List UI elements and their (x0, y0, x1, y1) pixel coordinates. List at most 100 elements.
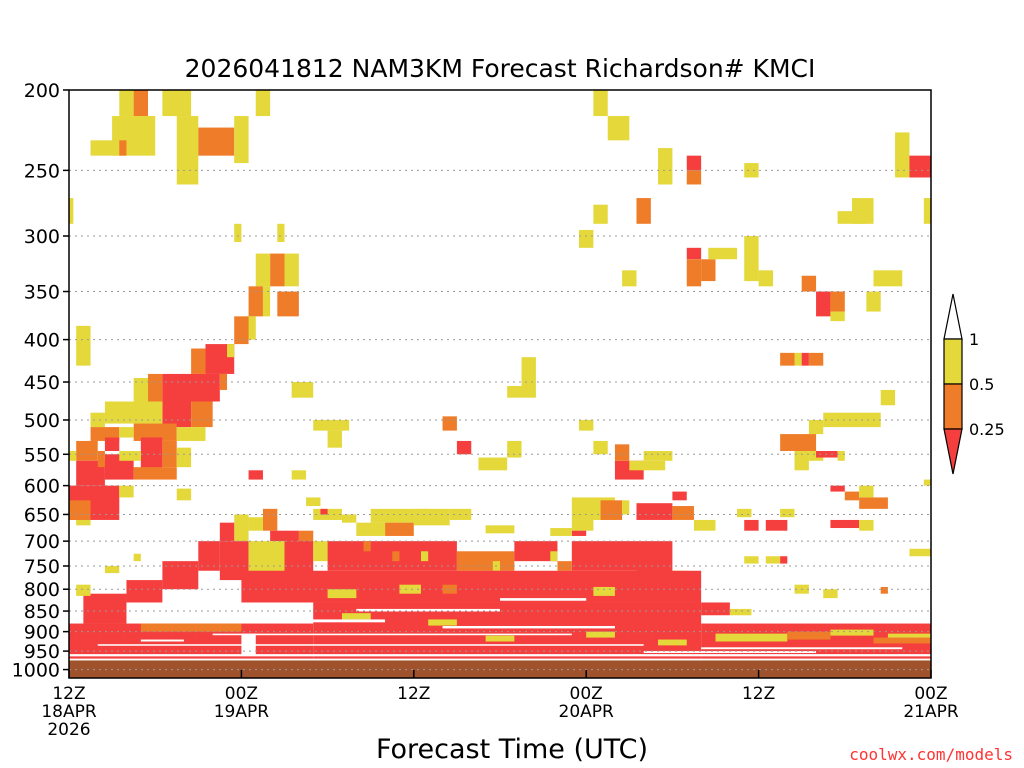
heat-cell (880, 586, 888, 594)
heat-cell (176, 116, 199, 185)
heat-cell (729, 608, 752, 616)
heat-cell (758, 270, 773, 287)
heat-cell (133, 423, 177, 441)
heat-cell (162, 440, 177, 468)
heat-cell (701, 259, 716, 282)
y-tick-label: 350 (24, 282, 60, 304)
heat-cell (851, 198, 874, 224)
heatmap-cells (69, 90, 931, 659)
heat-cell (909, 155, 931, 178)
heat-cell (119, 450, 141, 461)
white-streak (97, 644, 644, 646)
heat-cell (76, 584, 91, 596)
x-tick-label: 00Z (914, 684, 947, 704)
heat-cell (830, 485, 845, 492)
heat-cell (880, 389, 896, 406)
y-tick-label: 1000 (12, 660, 60, 682)
heat-cell (219, 522, 235, 542)
heat-cell (104, 401, 163, 424)
heat-cell (658, 148, 673, 185)
y-tick-label: 200 (24, 80, 60, 102)
heat-cell (119, 485, 134, 498)
heat-cell (112, 116, 156, 156)
heat-cell (191, 348, 206, 374)
heat-cell (744, 236, 759, 282)
heat-cell (816, 291, 831, 317)
heat-cell (521, 357, 536, 387)
y-tick-label: 650 (24, 504, 60, 526)
heat-cell (744, 519, 759, 531)
heat-cell (255, 90, 271, 117)
plot-frame (68, 89, 932, 679)
y-tick-label: 450 (24, 372, 60, 394)
heat-cell (765, 519, 788, 531)
heat-cell (313, 541, 328, 562)
x-tick-label: 00Z (570, 684, 603, 704)
heat-cell (69, 500, 91, 520)
heat-cell (622, 500, 630, 515)
heat-cell (844, 491, 860, 501)
heat-cell (176, 427, 206, 441)
heat-cell (133, 553, 141, 562)
heat-cell (104, 565, 120, 574)
heat-cell (780, 556, 788, 564)
heat-cell (686, 155, 702, 171)
heat-cell (636, 503, 673, 520)
heat-cell (442, 584, 457, 594)
colorbar-label: 0.25 (969, 420, 1005, 439)
heat-cell (176, 488, 192, 501)
heat-cell (636, 198, 651, 224)
heat-cell (234, 223, 242, 242)
heat-cell (392, 551, 400, 562)
heat-cell (801, 352, 809, 366)
heat-cell (140, 437, 163, 474)
heat-cell (485, 525, 515, 534)
heat-cell (313, 419, 350, 431)
y-tick-label: 950 (24, 641, 60, 663)
heat-cell (701, 602, 730, 616)
heat-cell (808, 352, 824, 366)
y-tick-label: 600 (24, 476, 60, 498)
heat-cell (69, 450, 77, 461)
heat-cell (571, 519, 594, 531)
chart-title: 2026041812 NAM3KM Forecast Richardson# K… (185, 54, 816, 83)
heat-cell (579, 419, 594, 431)
y-tick-label: 850 (24, 601, 60, 623)
heat-cell (119, 90, 134, 117)
watermark: coolwx.com/models (849, 745, 1013, 764)
heat-cell (442, 416, 457, 431)
heat-cell (198, 127, 235, 156)
x-tick-label: 12Z (742, 684, 775, 704)
heat-cell (744, 163, 759, 178)
heat-cell (830, 629, 874, 636)
white-streak (500, 598, 587, 601)
heat-cell (579, 229, 594, 248)
white-streak (140, 639, 184, 642)
heat-cell (76, 440, 98, 461)
heat-cell (140, 623, 242, 632)
heat-cell (119, 427, 134, 438)
heat-cell (859, 519, 874, 531)
heat-cell (313, 602, 702, 659)
heat-cell (363, 541, 371, 552)
heat-cell (708, 247, 738, 260)
heat-cell (780, 508, 795, 518)
heat-cell (593, 90, 608, 117)
heat-cell (291, 470, 307, 480)
heat-cell (420, 551, 429, 562)
heat-cell (97, 450, 105, 468)
white-streak (442, 625, 615, 629)
x-tick-label: 2026 (47, 720, 90, 740)
white-streak (69, 654, 931, 657)
heat-cell (399, 584, 421, 594)
heat-cell (586, 631, 615, 638)
heat-cell (693, 519, 716, 531)
heat-cell (715, 633, 788, 642)
heat-cell (248, 286, 263, 317)
heat-cell (672, 491, 687, 501)
heat-cell (830, 291, 845, 312)
heat-cell (478, 457, 508, 471)
heat-cell (227, 344, 235, 358)
heat-cell (191, 401, 213, 428)
heat-cell (686, 259, 702, 287)
